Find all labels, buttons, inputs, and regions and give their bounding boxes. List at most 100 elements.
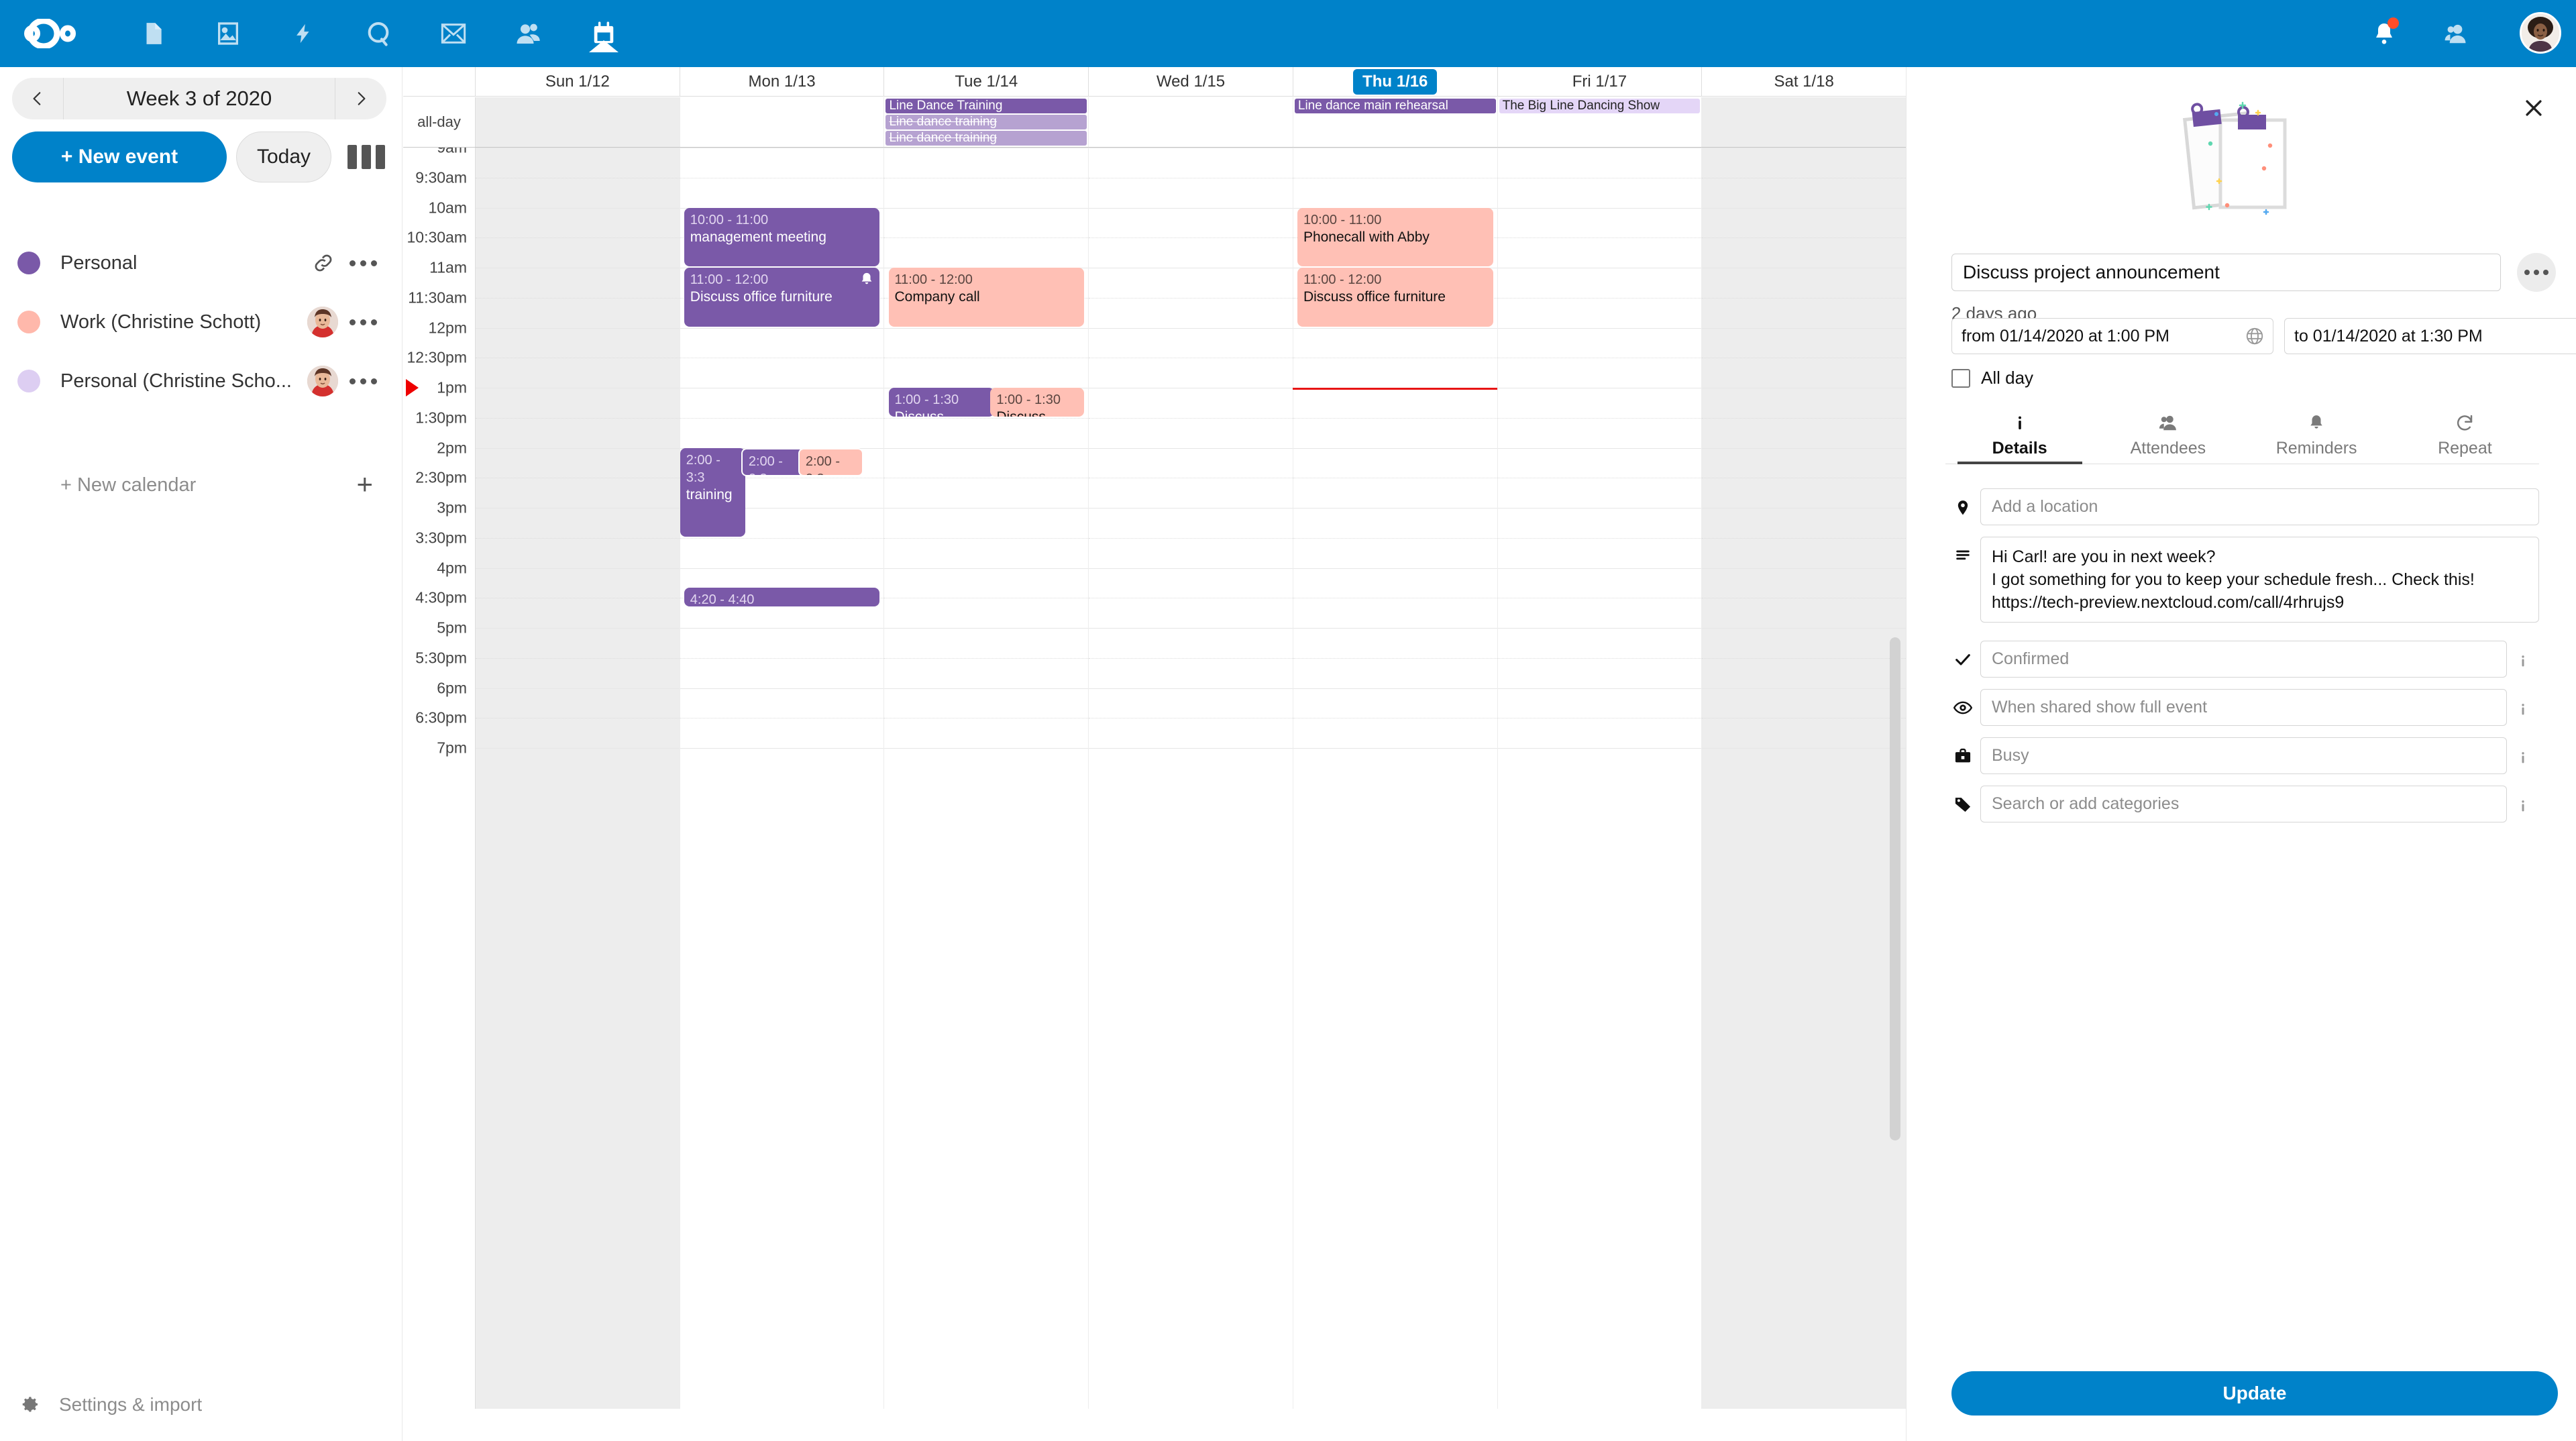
- calendar-event[interactable]: 11:00 - 12:00 Company call: [888, 268, 1085, 327]
- all-day-event[interactable]: Line Dance Training: [885, 99, 1087, 113]
- globe-icon[interactable]: [2245, 326, 2265, 351]
- calendar-actions-menu[interactable]: [342, 260, 384, 266]
- day-column-wed[interactable]: [1089, 148, 1293, 1409]
- day-header-sun[interactable]: Sun 1/12: [476, 67, 680, 96]
- time-axis: 9am 9:30am 10am 10:30am 11am 11:30am 12pm 12:30…: [403, 148, 476, 1409]
- event-end-datetime[interactable]: to 01/14/2020 at 1:30 PM: [2284, 318, 2576, 354]
- calendar-event[interactable]: 1:00 - 1:30 Discuss project: [990, 388, 1085, 417]
- next-week-button[interactable]: [335, 78, 386, 119]
- new-calendar-row[interactable]: + New calendar +: [0, 462, 402, 509]
- day-header-mon[interactable]: Mon 1/13: [680, 67, 885, 96]
- calendar-name: Personal: [60, 252, 138, 274]
- sidebar-calendar-personal-shared[interactable]: Personal (Christine Scho...: [0, 352, 402, 411]
- all-day-event[interactable]: Line dance training: [885, 131, 1087, 146]
- plus-icon[interactable]: +: [356, 468, 373, 500]
- all-day-event[interactable]: Line dance training: [885, 115, 1087, 129]
- grid-line: [1702, 657, 1906, 659]
- grid-line: [1702, 327, 1906, 329]
- calendar-event[interactable]: 11:00 - 12:00 Discuss office furniture: [684, 268, 880, 327]
- prev-week-button[interactable]: [12, 78, 63, 119]
- all-day-col-thu[interactable]: Line dance main rehearsal: [1293, 97, 1498, 147]
- update-button[interactable]: Update: [1951, 1371, 2558, 1416]
- calendar-actions-menu[interactable]: [342, 378, 384, 384]
- status-select[interactable]: Confirmed: [1980, 641, 2507, 678]
- all-day-col-sat[interactable]: [1702, 97, 1906, 147]
- nav-contacts-icon[interactable]: [510, 15, 547, 52]
- nav-mail-icon[interactable]: [435, 15, 472, 52]
- close-icon[interactable]: [2517, 91, 2551, 125]
- calendar-actions-menu[interactable]: [342, 319, 384, 325]
- notifications-bell-icon[interactable]: [2365, 15, 2403, 52]
- availability-select[interactable]: Busy: [1980, 737, 2507, 774]
- day-column-mon[interactable]: 10:00 - 11:00 management meeting 11:00 - 1…: [680, 148, 885, 1409]
- user-avatar[interactable]: [2520, 12, 2561, 54]
- calendar-event[interactable]: 2:00 - 2:3check-in: [741, 447, 807, 477]
- all-day-checkbox[interactable]: All day: [1951, 368, 2033, 388]
- time-grid-scroll[interactable]: 9am 9:30am 10am 10:30am 11am 11:30am 12pm 12:30…: [403, 148, 1906, 1441]
- day-column-sat[interactable]: [1702, 148, 1906, 1409]
- status-info-icon[interactable]: [2507, 641, 2539, 670]
- visibility-select[interactable]: When shared show full event: [1980, 689, 2507, 726]
- nav-files-icon[interactable]: [134, 15, 172, 52]
- day-header-tue[interactable]: Tue 1/14: [884, 67, 1089, 96]
- categories-info-icon[interactable]: [2507, 786, 2539, 815]
- nav-calendar-icon[interactable]: [585, 15, 623, 52]
- all-day-col-wed[interactable]: [1089, 97, 1293, 147]
- calendar-owner-avatar: [307, 307, 338, 337]
- vertical-scrollbar[interactable]: [1890, 637, 1900, 1140]
- tab-repeat[interactable]: Repeat: [2391, 408, 2539, 464]
- day-header-thu[interactable]: Thu 1/16: [1293, 67, 1498, 96]
- nav-talk-icon[interactable]: [360, 15, 397, 52]
- calendar-event[interactable]: 10:00 - 11:00 management meeting: [684, 207, 880, 266]
- view-mode-button[interactable]: [347, 141, 389, 173]
- today-button[interactable]: Today: [236, 131, 331, 182]
- grid-line: [476, 688, 680, 689]
- nextcloud-logo[interactable]: [20, 16, 101, 51]
- calendar-event[interactable]: 2:00 - 2:3check-in: [798, 447, 864, 477]
- visibility-info-icon[interactable]: [2507, 689, 2539, 718]
- sidebar-calendar-work[interactable]: Work (Christine Schott): [0, 292, 402, 352]
- all-day-event[interactable]: Line dance main rehearsal: [1294, 99, 1496, 113]
- calendar-owner-avatar: [307, 366, 338, 396]
- day-header-wed[interactable]: Wed 1/15: [1089, 67, 1293, 96]
- sidebar-calendar-personal[interactable]: Personal: [0, 233, 402, 292]
- calendar-event[interactable]: 2:00 - 3:3 training: [680, 447, 745, 537]
- new-event-button[interactable]: + New event: [12, 131, 227, 182]
- day-column-thu[interactable]: 10:00 - 11:00 Phonecall with Abby 11:00 - …: [1293, 148, 1498, 1409]
- contacts-menu-icon[interactable]: [2438, 15, 2475, 52]
- settings-and-import[interactable]: Settings & import: [0, 1383, 402, 1426]
- grid-line: [1089, 568, 1293, 569]
- all-day-col-fri[interactable]: The Big Line Dancing Show: [1498, 97, 1703, 147]
- event-title-input[interactable]: [1951, 254, 2501, 291]
- day-header-fri[interactable]: Fri 1/17: [1498, 67, 1703, 96]
- tab-attendees[interactable]: Attendees: [2094, 408, 2242, 464]
- event-actions-menu[interactable]: [2517, 253, 2556, 292]
- day-column-fri[interactable]: [1497, 148, 1703, 1409]
- event-start-datetime[interactable]: from 01/14/2020 at 1:00 PM: [1951, 318, 2273, 354]
- all-day-col-tue[interactable]: Line Dance Training Line dance training …: [884, 97, 1089, 147]
- nav-photos-icon[interactable]: [209, 15, 247, 52]
- share-link-icon[interactable]: [309, 252, 338, 274]
- all-day-event[interactable]: The Big Line Dancing Show: [1499, 99, 1701, 113]
- calendar-event[interactable]: 4:20 - 4:40purchasing dept: [684, 588, 880, 607]
- view-mode-bar: [347, 145, 357, 169]
- day-column-sun[interactable]: [476, 148, 680, 1409]
- tab-reminders[interactable]: Reminders: [2243, 408, 2391, 464]
- categories-input[interactable]: Search or add categories: [1980, 786, 2507, 822]
- checkbox-box[interactable]: [1951, 368, 1970, 388]
- calendar-event[interactable]: 1:00 - 1:30 Discuss project announcement: [888, 388, 995, 417]
- nav-activity-icon[interactable]: [284, 15, 322, 52]
- location-input[interactable]: Add a location: [1980, 488, 2539, 525]
- calendar-event[interactable]: 11:00 - 12:00 Discuss office furniture: [1297, 268, 1493, 327]
- all-day-col-sun[interactable]: [476, 97, 680, 147]
- description-input[interactable]: Hi Carl! are you in next week? I got som…: [1980, 537, 2539, 623]
- eye-icon: [1945, 689, 1980, 717]
- calendar-color-dot: [17, 252, 40, 274]
- day-column-tue[interactable]: 11:00 - 12:00 Company call 1:00 - 1:30 Disc…: [884, 148, 1089, 1409]
- all-day-col-mon[interactable]: [680, 97, 885, 147]
- day-header-sat[interactable]: Sat 1/18: [1702, 67, 1906, 96]
- grid-line: [476, 417, 680, 419]
- availability-info-icon[interactable]: [2507, 737, 2539, 767]
- calendar-event[interactable]: 10:00 - 11:00 Phonecall with Abby: [1297, 207, 1493, 266]
- tab-details[interactable]: Details: [1945, 408, 2094, 464]
